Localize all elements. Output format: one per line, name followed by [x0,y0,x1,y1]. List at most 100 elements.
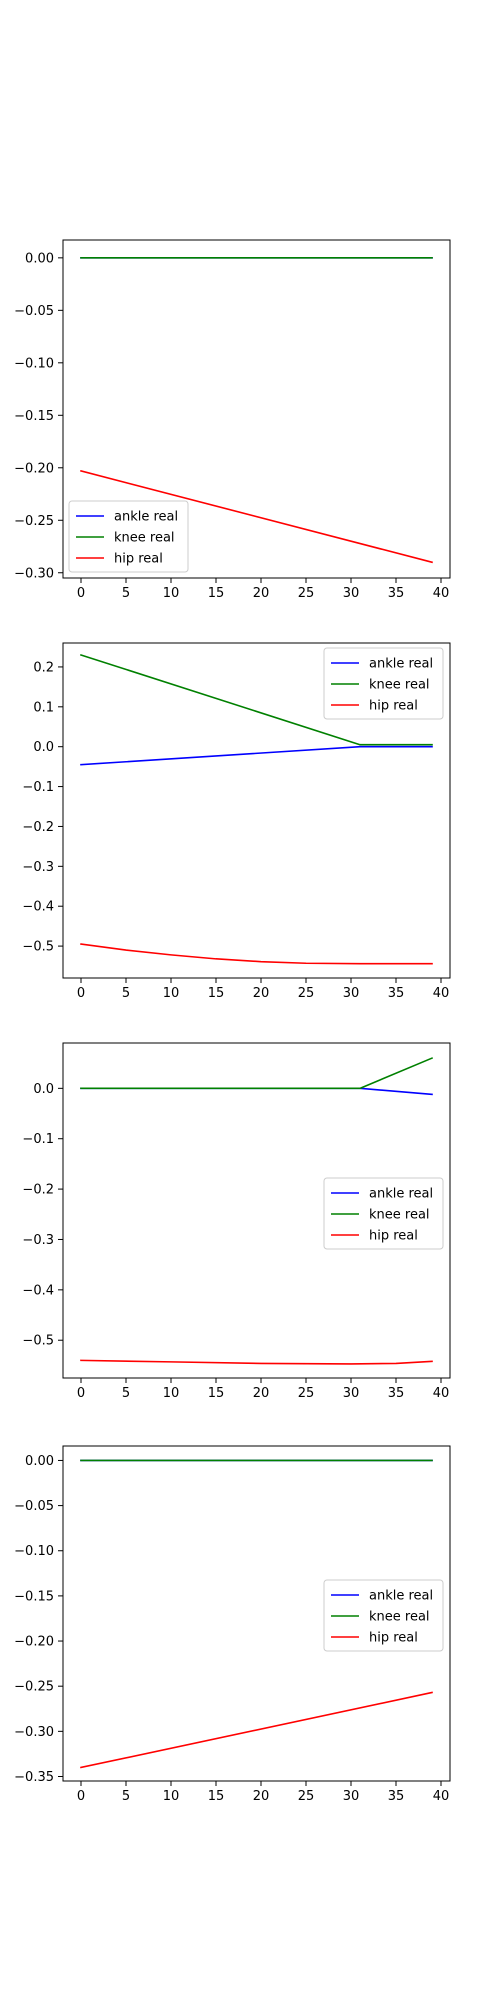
x-tick-label: 10 [163,1386,180,1401]
legend-label: knee real [369,1610,430,1625]
x-tick-label: 15 [208,1789,225,1804]
x-tick-label: 20 [253,1386,270,1401]
legend: ankle real knee real hip real [323,1579,444,1652]
legend-label: ankle real [369,1187,433,1202]
chart-2: 0 5 10 15 20 25 30 35 40 0.2 0.1 0.0 −0.1 −0.2 −0.3 −0.… [22,642,451,1001]
x-tick-label: 25 [298,986,315,1001]
plot-frame [62,1445,451,1782]
y-tick-label: −0.4 [22,1283,54,1298]
legend-label: knee real [114,531,175,546]
x-tick-label: 0 [77,986,85,1001]
series-line-knee-real [80,1057,434,1090]
x-tick-label: 15 [208,586,225,601]
legend-label: ankle real [369,1589,433,1604]
y-tick-label: −0.15 [14,1589,54,1604]
y-tick-label: −0.20 [14,1635,54,1650]
y-tick-label: −0.1 [22,780,54,795]
legend-box [68,500,189,573]
x-tick-label: 5 [122,586,130,601]
y-tick-label: −0.1 [22,1132,54,1147]
y-tick-label: −0.10 [14,1544,54,1559]
x-tick-label: 40 [433,586,450,601]
legend-box [323,1177,444,1250]
series-line-hip-real [80,1691,433,1769]
x-tick-label: 0 [77,1386,85,1401]
y-tick-label: −0.15 [14,409,54,424]
y-tick-label: −0.25 [14,1680,54,1695]
x-tick-label: 10 [163,986,180,1001]
x-tick-label: 15 [208,1386,225,1401]
chart-1: 0 5 10 15 20 25 30 35 40 0.00 −0.05 −0.10 −0.15 −0.20… [14,239,451,601]
x-tick-label: 25 [298,586,315,601]
chart-3: 0 5 10 15 20 25 30 35 40 0.0 −0.1 −0.2 −0.3 −0.4 −0.5 a… [22,1042,451,1401]
x-tick-label: 20 [253,986,270,1001]
y-tick-label: −0.3 [22,1233,54,1248]
x-tick-label: 0 [77,1789,85,1804]
x-tick-label: 35 [388,1386,405,1401]
x-tick-label: 30 [343,1789,360,1804]
legend-label: knee real [369,1208,430,1223]
x-tick-label: 40 [433,1789,450,1804]
y-tick-label: −0.4 [22,900,54,915]
y-tick-label: −0.3 [22,860,54,875]
series-line-hip-real [80,469,433,564]
y-tick-label: 0.0 [33,1082,54,1097]
x-tick-label: 5 [122,986,130,1001]
y-tick-label: −0.05 [14,1499,54,1514]
y-tick-label: 0.2 [33,660,54,675]
legend: ankle real knee real hip real [323,647,444,720]
x-tick-label: 40 [433,1386,450,1401]
legend-label: ankle real [369,657,433,672]
x-tick-label: 5 [122,1386,130,1401]
y-tick-label: −0.05 [14,304,54,319]
x-tick-label: 40 [433,986,450,1001]
y-tick-label: −0.35 [14,1770,54,1785]
legend: ankle real knee real hip real [68,500,189,573]
y-tick-label: −0.30 [14,566,54,581]
plot-frame [62,642,451,979]
legend-box [323,647,444,720]
y-tick-label: −0.20 [14,461,54,476]
plot-frame [62,1042,451,1379]
series-line-ankle-real [80,1087,433,1096]
x-tick-label: 25 [298,1386,315,1401]
legend-label: hip real [369,699,418,714]
x-tick-label: 20 [253,1789,270,1804]
y-tick-label: −0.2 [22,1183,54,1198]
legend: ankle real knee real hip real [323,1177,444,1250]
y-tick-label: −0.25 [14,514,54,529]
x-tick-label: 30 [343,986,360,1001]
y-tick-label: 0.1 [33,700,54,715]
x-tick-label: 20 [253,586,270,601]
x-tick-label: 10 [163,586,180,601]
legend-label: ankle real [114,510,178,525]
series-line-hip-real [80,943,433,965]
x-tick-label: 35 [388,586,405,601]
x-tick-label: 5 [122,1789,130,1804]
y-tick-label: −0.5 [22,940,54,955]
y-tick-label: −0.2 [22,820,54,835]
series-line-knee-real [79,653,433,746]
y-tick-label: −0.5 [22,1334,54,1349]
chart-4: 0 5 10 15 20 25 30 35 40 0.00 −0.05 −0.10 −0.15 −0.20… [14,1445,451,1804]
x-tick-label: 30 [343,586,360,601]
x-tick-label: 30 [343,1386,360,1401]
y-tick-label: −0.10 [14,356,54,371]
legend-label: hip real [114,552,163,567]
x-tick-label: 25 [298,1789,315,1804]
legend-box [323,1579,444,1652]
series-line-ankle-real [80,745,433,766]
legend-label: knee real [369,678,430,693]
y-tick-label: −0.30 [14,1725,54,1740]
x-tick-label: 0 [77,586,85,601]
x-tick-label: 35 [388,986,405,1001]
y-tick-label: 0.00 [25,251,54,266]
legend-label: hip real [369,1229,418,1244]
x-tick-label: 35 [388,1789,405,1804]
y-tick-label: 0.0 [33,740,54,755]
x-tick-label: 15 [208,986,225,1001]
x-tick-label: 10 [163,1789,180,1804]
plot-frame [62,239,451,579]
y-tick-label: 0.00 [25,1454,54,1469]
